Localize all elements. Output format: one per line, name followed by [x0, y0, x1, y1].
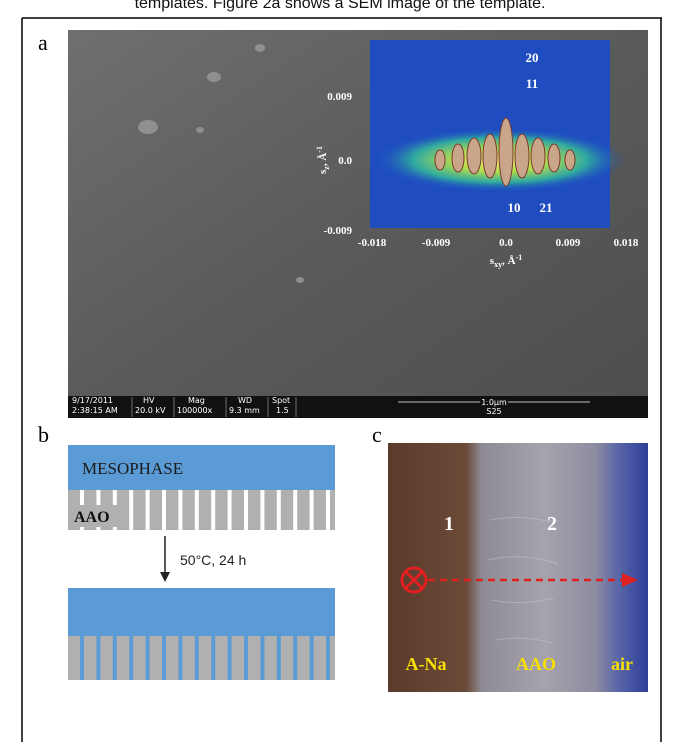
pore: [211, 636, 215, 680]
info-text: 1.5: [276, 406, 289, 415]
step-label: 50°C, 24 h: [180, 552, 246, 568]
pore: [178, 636, 182, 680]
pore: [146, 490, 150, 530]
pore: [244, 490, 248, 530]
pore: [129, 636, 133, 680]
peak: [467, 138, 481, 174]
y-tick-label: -0.009: [324, 225, 353, 237]
pore: [326, 490, 330, 530]
panel-label: a: [38, 30, 48, 55]
info-text: 1.0µm: [481, 398, 507, 407]
info-text: 20.0 kV: [135, 406, 166, 415]
peak: [565, 150, 575, 170]
pore: [260, 490, 264, 530]
peak-label: 20: [526, 50, 539, 65]
unit: , Å: [317, 153, 329, 167]
pore: [80, 636, 84, 680]
material-label: air: [611, 654, 633, 674]
exponent: -1: [315, 146, 324, 153]
pore: [146, 636, 150, 680]
region-label: 1: [444, 513, 454, 535]
x-tick-label: 0.018: [614, 237, 639, 249]
info-text: Spot: [272, 396, 290, 405]
pore: [195, 490, 199, 530]
peak: [452, 144, 464, 172]
pore: [293, 636, 297, 680]
pore: [162, 490, 166, 530]
layer-label: AAO: [74, 509, 110, 526]
peak: [531, 138, 545, 174]
peak: [548, 144, 560, 172]
pore: [211, 490, 215, 530]
y-tick-label: 0.0: [338, 155, 352, 167]
pore: [277, 636, 281, 680]
material-label: AAO: [516, 654, 556, 674]
pore: [277, 490, 281, 530]
peak: [435, 150, 445, 170]
figure: templates. Figure 2a shows a SEM image o…: [0, 0, 681, 742]
x-tick-label: -0.009: [422, 237, 451, 249]
layer-label: MESOPHASE: [82, 459, 183, 478]
region-label: 2: [547, 513, 557, 535]
pore: [129, 490, 133, 530]
peak: [483, 134, 497, 178]
pore: [228, 490, 232, 530]
header-text: templates. Figure 2a shows a SEM image o…: [135, 0, 546, 12]
x-tick-label: 0.0: [499, 237, 513, 249]
info-text: 2:38:15 AM: [72, 406, 118, 415]
pore: [293, 490, 297, 530]
pore: [113, 636, 117, 680]
material-label: A-Na: [406, 654, 447, 674]
y-tick-label: 0.009: [327, 91, 352, 103]
info-bar: 9/17/2011 2:38:15 AM HV 20.0 kV Mag 1000…: [68, 396, 648, 418]
info-text: WD: [238, 396, 252, 405]
x-tick-label: 0.009: [556, 237, 581, 249]
pore: [310, 636, 314, 680]
pore: [96, 636, 100, 680]
unit: , Å: [502, 255, 516, 267]
peak: [515, 134, 529, 178]
info-text: Mag: [188, 396, 205, 405]
pore: [195, 636, 199, 680]
peak-label: 10: [508, 200, 521, 215]
panel-label: b: [38, 422, 49, 447]
page: {"header": {"text": "templates. Figure 2…: [0, 0, 681, 742]
subscript: xy: [494, 260, 502, 269]
mesophase-layer: [68, 588, 335, 636]
pore: [162, 636, 166, 680]
pore: [310, 490, 314, 530]
peak-label: 11: [526, 76, 538, 91]
arrow-head: [160, 572, 170, 582]
panel-label: c: [372, 422, 382, 447]
pore: [244, 636, 248, 680]
pore: [260, 636, 264, 680]
exponent: -1: [516, 253, 523, 262]
pore: [326, 636, 330, 680]
x-tick-label: -0.018: [358, 237, 387, 249]
peak: [499, 118, 513, 186]
peak-label: 21: [540, 200, 553, 215]
info-text: 100000x: [177, 406, 213, 415]
pore: [178, 490, 182, 530]
info-text: HV: [143, 396, 155, 405]
info-text: 9/17/2011: [72, 396, 113, 405]
pore: [228, 636, 232, 680]
info-text: 9.3 mm: [229, 406, 260, 415]
info-text: S25: [486, 407, 501, 416]
